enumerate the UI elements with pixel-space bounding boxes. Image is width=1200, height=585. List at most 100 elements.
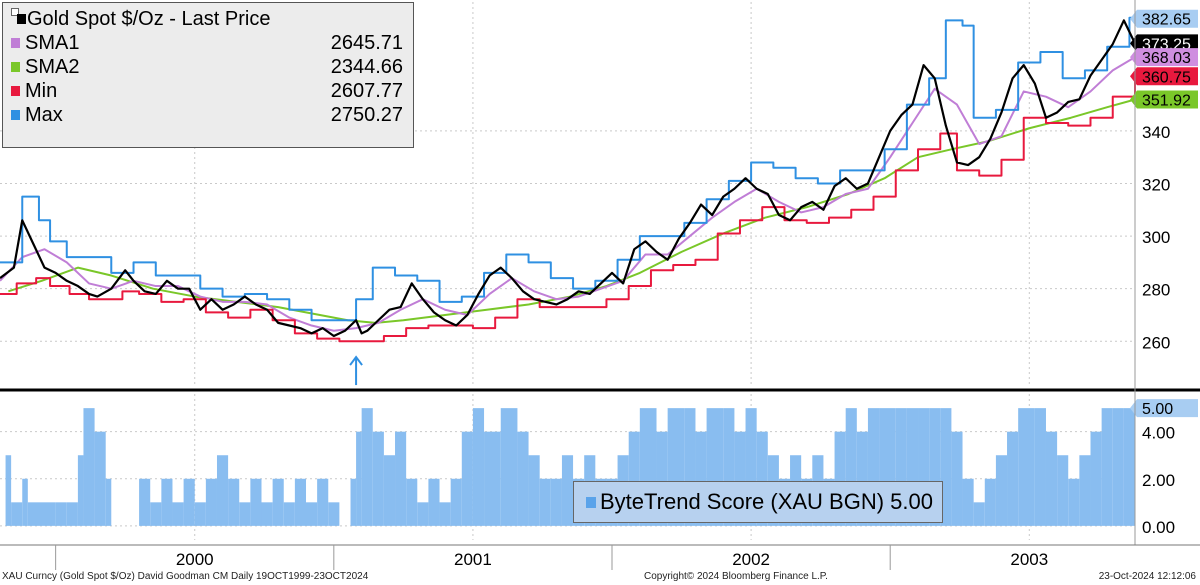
score-bar: [1123, 408, 1135, 526]
score-bar: [1090, 431, 1102, 526]
last-value-tag-min: [1130, 67, 1198, 86]
score-bar: [834, 431, 846, 526]
score-bar: [372, 431, 384, 526]
legend-name-max: Max: [25, 104, 63, 126]
score-bar: [918, 408, 930, 526]
score-bar: [1057, 455, 1069, 526]
score-bar: [1068, 478, 1080, 526]
score-bar: [356, 431, 362, 526]
arrow-up-head: [349, 355, 363, 366]
y-tick-label-340: 340: [1142, 123, 1170, 142]
score-bar: [139, 478, 151, 526]
y-tick-label-320: 320: [1142, 175, 1170, 194]
score-bar: [528, 455, 540, 526]
score-bar: [906, 408, 919, 526]
price-legend: Gold Spot $/Oz - Last Price SMA1 2645.71…: [2, 2, 414, 148]
score-bar: [756, 431, 768, 526]
score-bar: [550, 478, 562, 526]
legend-swatch-sma1: [11, 38, 20, 48]
annotations: [349, 355, 363, 386]
footer-copyright: Copyright© 2024 Bloomberg Finance L.P.: [644, 571, 828, 582]
score-bar: [484, 431, 501, 526]
score-bar: [684, 408, 696, 526]
score-bar: [216, 455, 229, 526]
series-line-min: [0, 76, 1136, 343]
score-bar: [973, 502, 985, 526]
last-value-text-sma1: 368.03: [1142, 50, 1191, 67]
score-bar: [228, 478, 240, 526]
score-bar: [450, 478, 462, 526]
series-line-gold-spot-oz-last-price: [0, 19, 1136, 338]
score-bar: [83, 408, 95, 526]
legend-value-sma1: 2645.71: [330, 32, 403, 54]
score-bar: [845, 408, 857, 526]
score-bar: [66, 502, 78, 526]
legend-swatch-sma2: [11, 62, 20, 72]
last-value-tag-sma2: [1130, 90, 1198, 109]
score-bar: [94, 431, 106, 526]
axis-labels: 260 280 300 320 340 2000 2001 2002 2003 0.00 2.00 4…: [176, 123, 1175, 569]
score-bar: [1045, 431, 1058, 526]
legend-value-max: 2750.27: [330, 104, 403, 126]
score-bar: [150, 502, 162, 526]
score-bar: [250, 478, 262, 526]
score-bar: [406, 478, 418, 526]
legend-row-price: Gold Spot $/Oz - Last Price: [11, 7, 405, 31]
score-bar: [1018, 408, 1035, 526]
score-bar: [539, 478, 551, 526]
score-bar: [77, 455, 84, 526]
score-bar: [417, 502, 429, 526]
x-tick-label-2001: 2001: [454, 550, 492, 569]
score-bar: [11, 502, 23, 526]
score-bar: [261, 502, 273, 526]
y-tick-label-280: 280: [1142, 281, 1170, 300]
score-legend: ByteTrend Score (XAU BGN) 5.00: [573, 481, 943, 523]
score-bar: [1079, 455, 1091, 526]
y-tick-label-260: 260: [1142, 333, 1170, 352]
x-tick-label-2003: 2003: [1010, 550, 1048, 569]
score-bar: [472, 408, 485, 526]
score-bar: [105, 478, 112, 526]
price-grid: [0, 2, 1135, 386]
last-value-min: 360.75: [1130, 67, 1198, 86]
score-bar: [962, 478, 974, 526]
score-bar: [161, 478, 173, 526]
score-bar: [1112, 408, 1124, 526]
score-bar: [194, 502, 206, 526]
score-bar: [1034, 408, 1046, 526]
score-bar: [361, 408, 373, 526]
score-bar: [1101, 408, 1113, 526]
score-bar: [317, 478, 329, 526]
score-bar: [995, 455, 1008, 526]
score-bar: [895, 408, 907, 526]
y-tick-label-300: 300: [1142, 228, 1170, 247]
score-bar: [22, 478, 28, 526]
score-tick-label-4.00: 4.00: [1142, 424, 1175, 443]
score-bar: [856, 431, 868, 526]
price-lines: [0, 16, 1136, 343]
score-bar: [5, 455, 12, 526]
x-tick-label-2002: 2002: [732, 550, 770, 569]
score-bar: [55, 502, 67, 526]
score-bar: [27, 502, 56, 526]
score-bar: [283, 502, 295, 526]
legend-value-min: 2607.77: [330, 80, 403, 102]
score-bar: [306, 502, 318, 526]
score-legend-text: ByteTrend Score (XAU BGN) 5.00: [600, 489, 933, 514]
score-last-value-tag: [1130, 399, 1198, 418]
score-bar: [628, 431, 640, 526]
legend-row-max: Max 2750.27: [11, 103, 405, 127]
score-bar: [695, 431, 707, 526]
score-bar: [205, 478, 217, 526]
score-last-value-text: 5.00: [1142, 401, 1173, 418]
score-bar: [734, 431, 746, 526]
score-bar: [517, 431, 529, 526]
score-bar: [984, 478, 996, 526]
legend-swatch-price: [17, 14, 26, 24]
score-bar: [172, 502, 184, 526]
score-bar: [328, 502, 340, 526]
score-bar: [745, 408, 757, 526]
legend-name-min: Min: [25, 80, 58, 102]
legend-row-min: Min 2607.77: [11, 79, 405, 103]
